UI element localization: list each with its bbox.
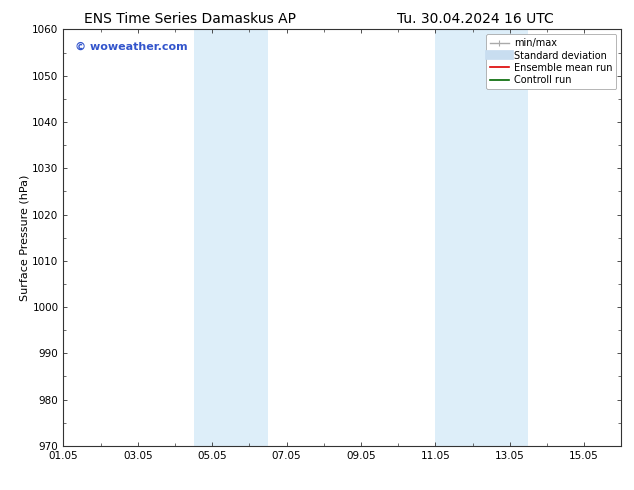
Text: ENS Time Series Damaskus AP: ENS Time Series Damaskus AP [84, 12, 296, 26]
Legend: min/max, Standard deviation, Ensemble mean run, Controll run: min/max, Standard deviation, Ensemble me… [486, 34, 616, 89]
Y-axis label: Surface Pressure (hPa): Surface Pressure (hPa) [20, 174, 30, 301]
Bar [436, 29, 528, 446]
Text: Tu. 30.04.2024 16 UTC: Tu. 30.04.2024 16 UTC [397, 12, 554, 26]
Bar [193, 29, 268, 446]
Text: © woweather.com: © woweather.com [75, 42, 187, 52]
